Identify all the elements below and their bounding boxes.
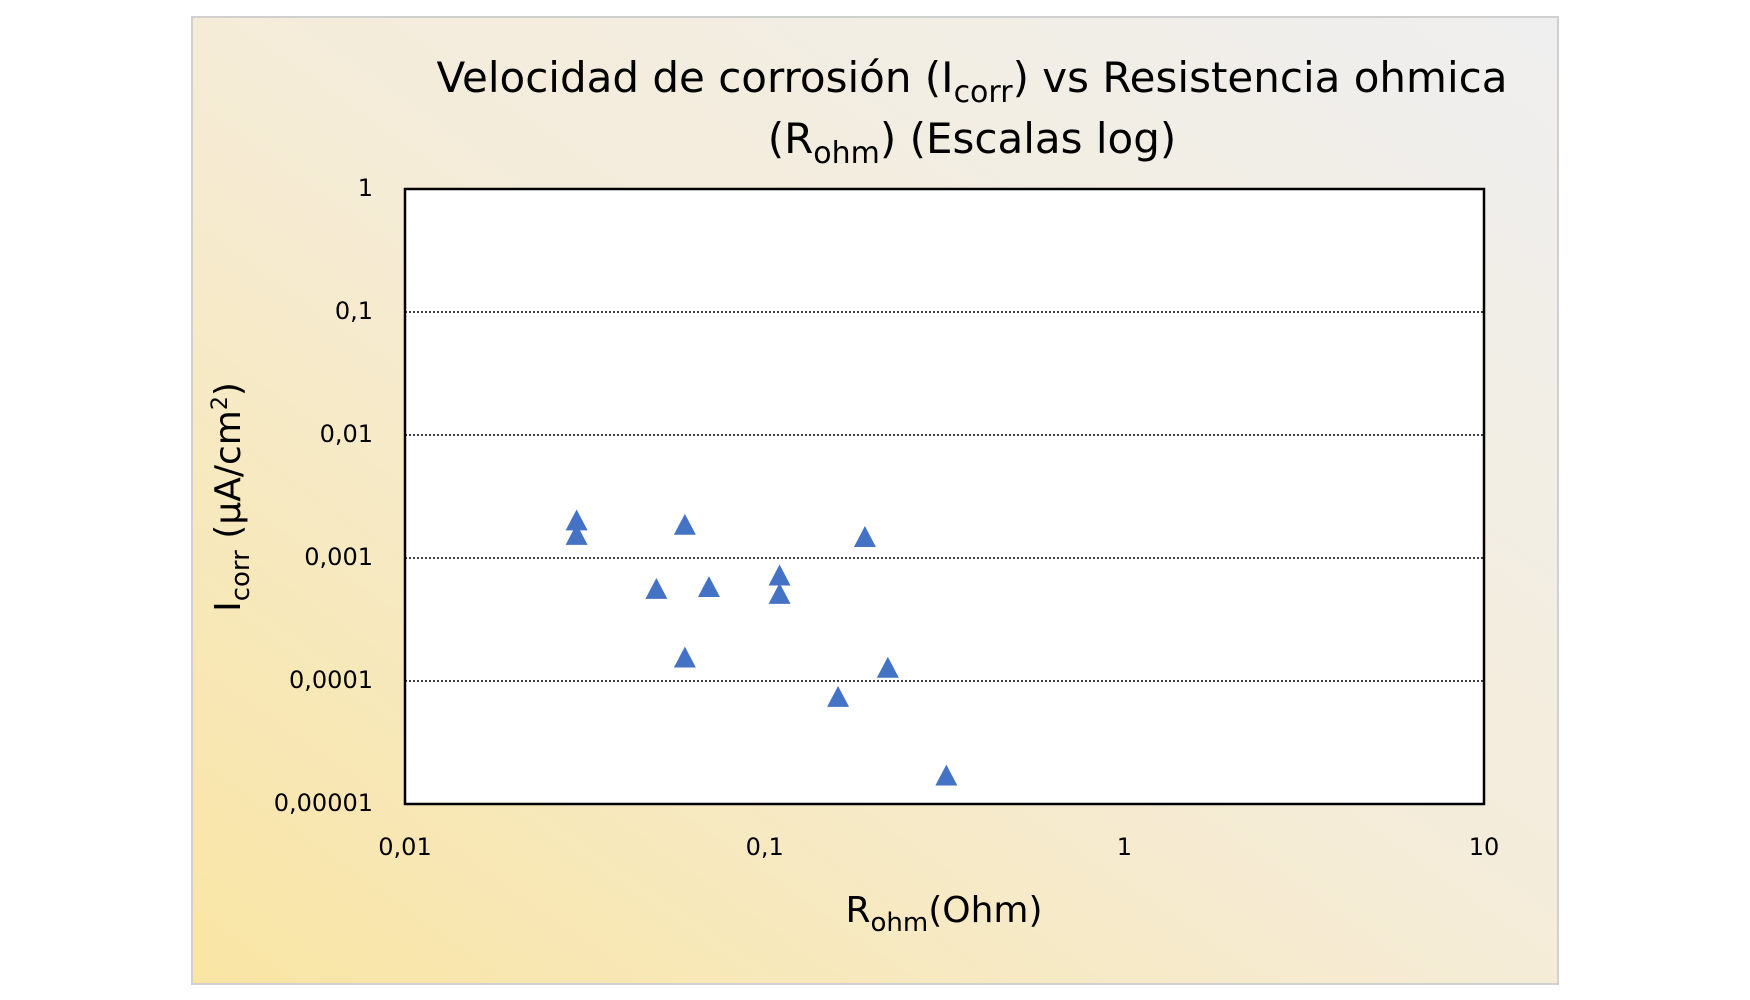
marker — [645, 577, 668, 599]
label-subscript: corr — [226, 550, 256, 601]
label-part: I — [208, 601, 249, 612]
title-part: Velocidad de corrosión (I — [437, 53, 954, 102]
marker — [768, 582, 791, 604]
title-subscript: ohm — [813, 136, 880, 171]
plot-area — [405, 189, 1484, 804]
y-tick-label: 1 — [358, 174, 373, 202]
label-part: R — [845, 890, 870, 931]
label-subscript: ohm — [870, 908, 928, 938]
title-part: ) vs Resistencia ohmica — [1013, 53, 1508, 102]
x-axis-label: Rohm(Ohm) — [845, 890, 1042, 938]
marker — [673, 513, 696, 535]
marker — [565, 509, 588, 531]
marker — [935, 764, 958, 786]
x-tick-label: 10 — [1469, 833, 1500, 861]
title-part: ) (Escalas log) — [880, 114, 1176, 163]
title-part: (R — [768, 114, 814, 163]
y-tick-label: 0,0001 — [289, 666, 373, 694]
marker — [565, 523, 588, 545]
y-tick-label: 0,001 — [304, 543, 373, 571]
marker — [853, 526, 876, 547]
y-axis-label: Icorr (µA/cm2) — [208, 382, 256, 612]
y-tick-label: 0,01 — [320, 420, 373, 448]
x-tick-label: 0,01 — [378, 833, 431, 861]
y-tick-label: 0,1 — [335, 297, 373, 325]
plot-border — [403, 187, 1486, 806]
label-superscript: 2 — [208, 396, 233, 410]
chart-title: Velocidad de corrosión (Icorr) vs Resist… — [437, 53, 1508, 110]
label-part: (µA/cm — [208, 410, 249, 550]
chart-title: (Rohm) (Escalas log) — [768, 114, 1177, 171]
x-tick-label: 1 — [1117, 833, 1132, 861]
y-tick-label: 0,00001 — [274, 789, 373, 817]
marker — [697, 576, 720, 597]
label-part: (Ohm) — [928, 890, 1042, 931]
marker — [827, 685, 850, 707]
marker — [876, 656, 899, 678]
marker — [768, 564, 791, 586]
label-part: ) — [208, 382, 249, 396]
x-tick-label: 0,1 — [746, 833, 784, 861]
title-subscript: corr — [954, 75, 1014, 110]
marker — [673, 646, 696, 668]
